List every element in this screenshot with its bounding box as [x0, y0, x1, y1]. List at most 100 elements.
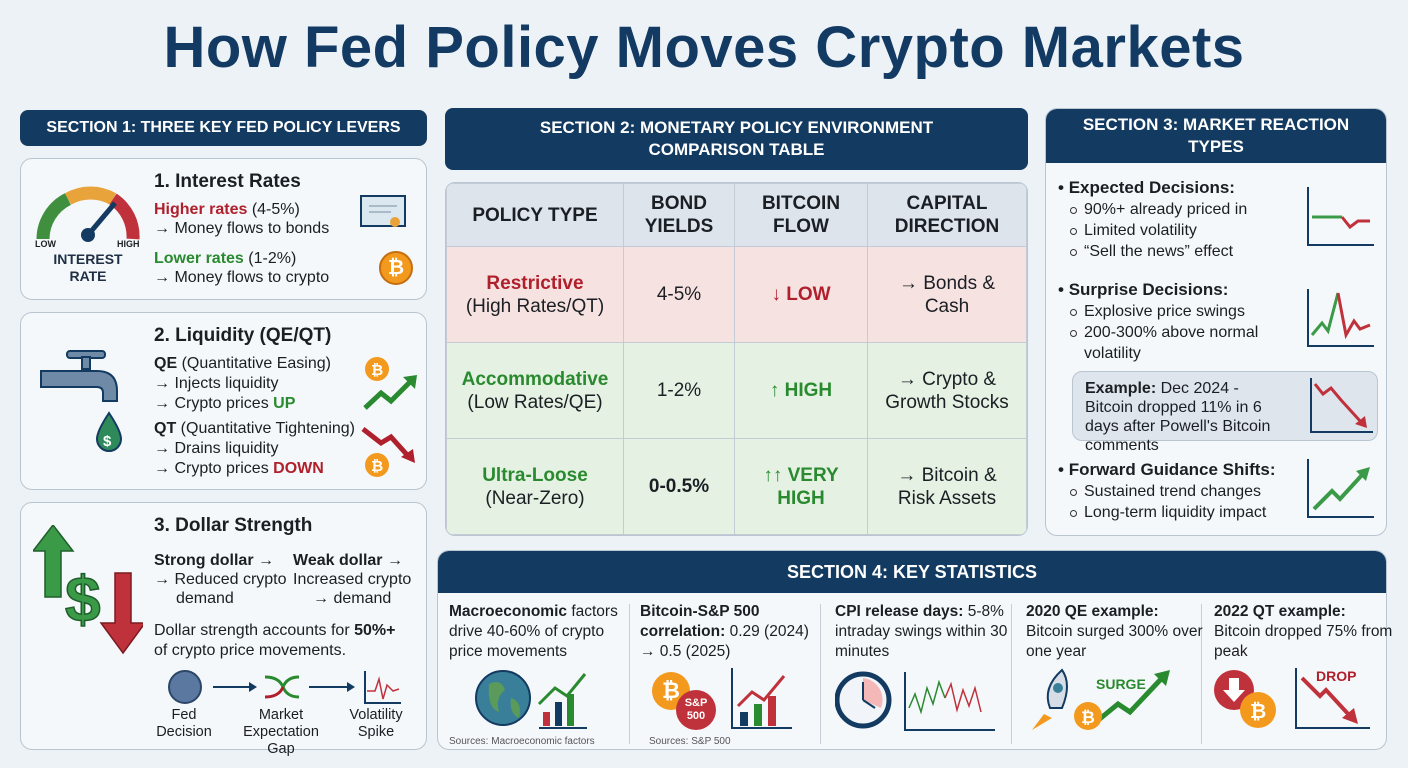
bond-yields: 4-5% — [623, 246, 735, 343]
capital-direction: → Bitcoin & Risk Assets — [867, 438, 1027, 535]
dollar-up-down-icon: $ — [33, 525, 143, 655]
weak-dollar: Weak dollar → — [293, 552, 403, 569]
higher-flow: → Money flows to bonds — [154, 220, 330, 237]
surge-label: SURGE — [1096, 676, 1146, 692]
clock-volatility-icon — [835, 671, 995, 731]
dollar-note-2: of crypto price movements. — [154, 642, 347, 659]
svg-text:₿: ₿ — [1250, 701, 1266, 723]
lower-flow: → Money flows to crypto — [154, 269, 330, 286]
table-row: Restrictive (High Rates/QT) 4-5% ↓ LOW → Bon… — [446, 246, 1027, 343]
trend-arrows-icon: ₿ ₿ — [361, 357, 417, 477]
sp500-badge: S&P 500 — [676, 690, 716, 730]
example-box: Example: Dec 2024 - Bitcoin dropped 11% … — [1072, 371, 1378, 454]
policy-type: Restrictive — [486, 272, 584, 294]
lower-range: (1-2%) — [248, 250, 297, 267]
bitcoin-flow: ↓ LOW — [734, 246, 868, 343]
qt-full: (Quantitative Tightening) — [180, 420, 355, 437]
higher-range: (4-5%) — [251, 201, 300, 218]
qt-label: QT — [154, 420, 177, 437]
liquidity-card: $ 2. Liquidity (QE/QT) QE (Quantitative … — [20, 312, 427, 490]
bitcoin-flow: ↑ HIGH — [734, 342, 868, 439]
list-item: “Sell the news” effect — [1062, 241, 1247, 262]
list-item: 90%+ already priced in — [1062, 199, 1247, 220]
surprise-title: • Surprise Decisions: — [1058, 280, 1229, 299]
section1-header: SECTION 1: THREE KEY FED POLICY LEVERS — [20, 110, 427, 146]
list-item: Explosive price swings — [1062, 301, 1292, 322]
fed-flow-diagram — [168, 670, 401, 704]
interest-rates-title: 1. Interest Rates — [154, 171, 301, 192]
stat-macro: Macroeconomic factors drive 40-60% of cr… — [449, 603, 618, 660]
policy-type: Accommodative — [461, 368, 609, 390]
dollar-note: Dollar strength accounts for — [154, 622, 350, 639]
qt-line-1: → Drains liquidity — [154, 440, 279, 457]
dollar-title: 3. Dollar Strength — [154, 515, 313, 536]
col-bitcoin-flow: BITCOIN FLOW — [734, 183, 868, 247]
globe-chart-icon — [475, 670, 587, 729]
drop-bitcoin-icon: ₿ — [1214, 668, 1370, 729]
drop-label: DROP — [1316, 668, 1357, 684]
dollar-note-bold: 50%+ — [354, 622, 396, 639]
svg-text:₿: ₿ — [371, 458, 383, 475]
example-label: Example: — [1085, 380, 1157, 397]
uptrend-chart-icon — [1307, 459, 1374, 518]
stat-qt-2022: 2022 QT example: Bitcoin dropped 75% fro… — [1214, 603, 1393, 660]
list-item: Long-term liquidity impact — [1062, 502, 1266, 523]
higher-rates: Higher rates — [154, 201, 248, 218]
capital-direction: → Bonds & Cash — [867, 246, 1027, 343]
lower-rates: Lower rates — [154, 250, 244, 267]
policy-sub: (High Rates/QT) — [465, 295, 605, 317]
svg-text:$: $ — [103, 433, 112, 450]
section2-header: SECTION 2: MONETARY POLICY ENVIRONMENT C… — [445, 108, 1028, 170]
gauge-high: HIGH — [117, 239, 140, 249]
policy-sub: (Near-Zero) — [485, 487, 585, 509]
capital-direction: → Crypto & Growth Stocks — [867, 342, 1027, 439]
volatility-chart-icon — [364, 671, 401, 704]
strong-line-2: demand — [176, 590, 234, 607]
qe-label: QE — [154, 355, 178, 372]
flow-fed-decision: Fed Decision — [156, 707, 212, 740]
qt-down: DOWN — [273, 460, 324, 477]
qe-up: UP — [273, 395, 296, 412]
fed-seal-icon — [168, 670, 202, 704]
list-item: 200-300% above normal volatility — [1062, 322, 1292, 364]
flat-chart-icon — [1307, 187, 1374, 246]
gauge-icon — [36, 186, 140, 242]
gauge-low: LOW — [35, 239, 56, 249]
interest-rates-card: LOW HIGH INTEREST RATE 1. Interest Rates… — [20, 158, 427, 300]
bitcoin-icon: ₿ — [379, 251, 413, 285]
col-policy-type: POLICY TYPE — [446, 183, 624, 247]
drop-chart-icon — [1310, 378, 1373, 433]
table-row: Ultra-Loose (Near-Zero) 0-0.5% ↑↑ VERY HIGH… — [446, 438, 1027, 535]
market-reaction-card: SECTION 3: MARKET REACTION TYPES • Expec… — [1045, 108, 1387, 536]
spike-chart-icon — [1307, 289, 1374, 347]
strong-line-1: → Reduced crypto — [154, 571, 287, 588]
svg-text:₿: ₿ — [1081, 708, 1095, 727]
section4-header: SECTION 4: KEY STATISTICS — [438, 551, 1386, 593]
growth-chart-icon — [731, 668, 792, 729]
qe-full: (Quantitative Easing) — [181, 355, 331, 372]
section3-header: SECTION 3: MARKET REACTION TYPES — [1046, 109, 1386, 163]
stat-qe-2020: 2020 QE example: Bitcoin surged 300% ove… — [1026, 603, 1203, 660]
stat-cpi: CPI release days: 5-8% intraday swings w… — [835, 603, 1008, 660]
page-title: How Fed Policy Moves Crypto Markets — [163, 15, 1245, 80]
qe-line-1: → Injects liquidity — [154, 375, 279, 392]
liquidity-title: 2. Liquidity (QE/QT) — [154, 325, 332, 346]
table-row: Accommodative (Low Rates/QE) 1-2% ↑ HIGH → C… — [446, 342, 1027, 439]
svg-text:$: $ — [65, 563, 101, 635]
strong-dollar: Strong dollar → — [154, 552, 274, 569]
policy-comparison-table: POLICY TYPE BOND YIELDS BITCOIN FLOW CAPITA… — [445, 182, 1028, 536]
weak-line-1: Increased crypto — [293, 571, 412, 588]
qt-line-2: → Crypto prices — [154, 460, 269, 477]
expected-title: • Expected Decisions: — [1058, 178, 1235, 197]
policy-type: Ultra-Loose — [482, 464, 588, 486]
svg-text:₿: ₿ — [371, 362, 383, 379]
list-item: Limited volatility — [1062, 220, 1247, 241]
source-macro: Sources: Macroeconomic factors — [449, 736, 595, 747]
stat-correlation: Bitcoin-S&P 500 correlation: 0.29 (2024)… — [640, 603, 809, 660]
col-bond-yields: BOND YIELDS — [623, 183, 735, 247]
gauge-label: INTEREST RATE — [53, 251, 123, 284]
policy-sub: (Low Rates/QE) — [467, 391, 603, 413]
dollar-strength-card: $ 3. Dollar Strength Strong dollar → → R… — [20, 502, 427, 757]
example-text: Dec 2024 - Bitcoin dropped 11% in 6 days… — [1085, 380, 1271, 454]
rocket-surge-icon: ₿ — [1032, 668, 1170, 730]
